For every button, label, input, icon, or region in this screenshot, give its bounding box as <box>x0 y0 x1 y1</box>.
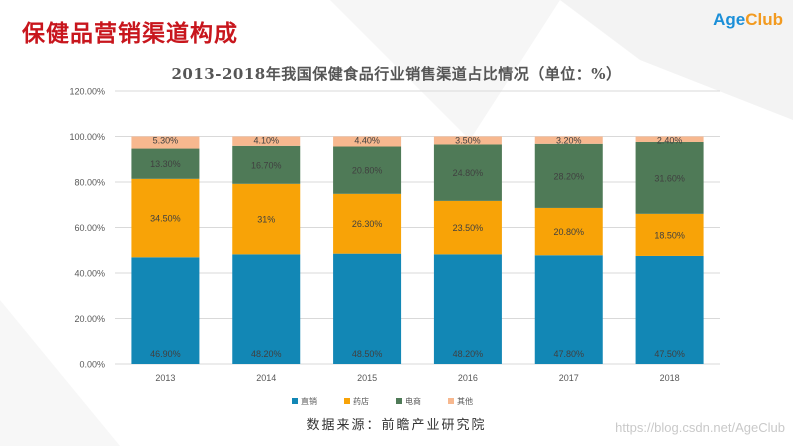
bar-segment-2018-1 <box>635 213 704 256</box>
data-label: 23.50% <box>453 223 484 233</box>
y-tick-label: 120.00% <box>69 87 105 97</box>
data-label: 13.30% <box>150 159 181 169</box>
bar-segment-2014-1 <box>232 183 301 255</box>
chart-title: 2013-2018年我国保健食品行业销售渠道占比情况（单位：%） <box>171 65 622 83</box>
data-label: 48.50% <box>352 349 383 359</box>
data-label: 47.50% <box>654 349 685 359</box>
data-label: 26.30% <box>352 219 383 229</box>
bar-segment-2015-0 <box>333 253 402 364</box>
legend-label: 直销 <box>301 396 317 406</box>
bar-segment-2017-2 <box>534 143 603 208</box>
data-label: 48.20% <box>453 349 484 359</box>
data-label: 3.50% <box>455 136 481 146</box>
data-label: 4.10% <box>253 136 279 146</box>
bar-segment-2018-2 <box>635 141 704 214</box>
legend-swatch-3 <box>448 398 454 404</box>
y-tick-label: 80.00% <box>74 178 105 188</box>
page-title: 保健品营销渠道构成 <box>22 21 238 47</box>
bar-segment-2017-3 <box>534 136 603 144</box>
legend-label: 药店 <box>353 396 369 406</box>
bar-segment-2015-1 <box>333 193 402 254</box>
y-tick-label: 100.00% <box>69 132 105 142</box>
bar-segment-2018-3 <box>635 136 704 142</box>
legend-swatch-1 <box>344 398 350 404</box>
x-tick-label: 2014 <box>256 373 276 383</box>
bar-segment-2017-0 <box>534 255 603 364</box>
data-label: 48.20% <box>251 349 282 359</box>
bar-segment-2013-0 <box>131 257 200 364</box>
data-source-note: 数据来源：前瞻产业研究院 <box>306 418 487 433</box>
data-label: 46.90% <box>150 349 181 359</box>
bar-segment-2013-1 <box>131 178 200 258</box>
data-label: 31.60% <box>654 173 685 183</box>
y-tick-label: 60.00% <box>74 223 105 233</box>
data-label: 2.40% <box>657 136 683 146</box>
y-tick-label: 40.00% <box>74 269 105 279</box>
bar-segment-2014-2 <box>232 145 301 184</box>
legend-label: 电商 <box>405 396 421 406</box>
data-label: 47.80% <box>553 349 584 359</box>
ageclub-logo: AgeClub <box>713 10 783 29</box>
bar-segment-2015-2 <box>333 146 402 194</box>
data-label: 34.50% <box>150 214 181 224</box>
legend-swatch-2 <box>396 398 402 404</box>
bar-segment-2016-2 <box>433 144 502 201</box>
x-tick-label: 2018 <box>660 373 680 383</box>
bar-segment-2016-0 <box>433 254 502 364</box>
data-label: 16.70% <box>251 160 282 170</box>
y-tick-label: 0.00% <box>79 360 105 370</box>
bar-segment-2014-3 <box>232 136 301 146</box>
bar-segment-2013-2 <box>131 148 200 179</box>
bar-segment-2013-3 <box>131 136 200 149</box>
x-tick-label: 2017 <box>559 373 579 383</box>
legend-swatch-0 <box>292 398 298 404</box>
bar-segment-2016-3 <box>433 136 502 145</box>
x-tick-label: 2013 <box>155 373 175 383</box>
x-tick-label: 2016 <box>458 373 478 383</box>
legend-label: 其他 <box>457 396 473 406</box>
data-label: 18.50% <box>654 230 685 240</box>
bar-segment-2018-0 <box>635 255 704 364</box>
data-label: 4.40% <box>354 136 380 146</box>
bar-segment-2017-1 <box>534 207 603 256</box>
y-tick-label: 20.00% <box>74 314 105 324</box>
bar-segment-2015-3 <box>333 136 402 147</box>
watermark: https://blog.csdn.net/AgeClub <box>615 420 785 435</box>
bar-segment-2014-0 <box>232 254 301 364</box>
x-tick-label: 2015 <box>357 373 377 383</box>
data-label: 28.20% <box>553 171 584 181</box>
bar-segment-2016-1 <box>433 200 502 255</box>
data-label: 3.20% <box>556 136 582 146</box>
data-label: 24.80% <box>453 168 484 178</box>
data-label: 20.80% <box>352 166 383 176</box>
data-label: 5.30% <box>153 136 179 146</box>
data-label: 20.80% <box>553 227 584 237</box>
data-label: 31% <box>257 215 275 225</box>
